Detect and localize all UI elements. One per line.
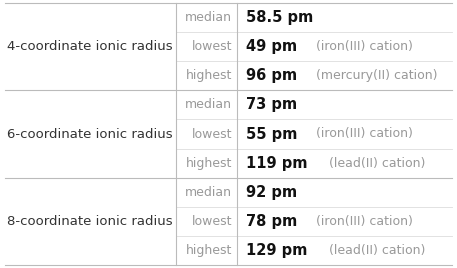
Text: 49 pm: 49 pm (245, 39, 297, 54)
Text: (mercury(II) cation): (mercury(II) cation) (315, 69, 437, 82)
Text: 8-coordinate ionic radius: 8-coordinate ionic radius (7, 215, 173, 228)
Text: 6-coordinate ionic radius: 6-coordinate ionic radius (7, 128, 173, 140)
Text: 129 pm: 129 pm (245, 243, 307, 258)
Text: 73 pm: 73 pm (245, 97, 297, 112)
Text: (iron(III) cation): (iron(III) cation) (316, 215, 413, 228)
Text: lowest: lowest (191, 128, 232, 140)
Text: highest: highest (186, 244, 232, 257)
Text: (lead(II) cation): (lead(II) cation) (329, 244, 425, 257)
Text: 96 pm: 96 pm (245, 68, 297, 83)
Text: (iron(III) cation): (iron(III) cation) (315, 40, 412, 53)
Text: median: median (185, 11, 232, 24)
Text: median: median (185, 186, 232, 199)
Text: 78 pm: 78 pm (245, 214, 297, 229)
Text: lowest: lowest (191, 215, 232, 228)
Text: highest: highest (186, 69, 232, 82)
Text: 4-coordinate ionic radius: 4-coordinate ionic radius (7, 40, 173, 53)
Text: 55 pm: 55 pm (245, 126, 297, 142)
Text: 119 pm: 119 pm (245, 156, 307, 171)
Text: median: median (185, 98, 232, 111)
Text: 58.5 pm: 58.5 pm (245, 10, 313, 25)
Text: 92 pm: 92 pm (245, 185, 297, 200)
Text: lowest: lowest (191, 40, 232, 53)
Text: (lead(II) cation): (lead(II) cation) (329, 157, 425, 170)
Text: highest: highest (186, 157, 232, 170)
Text: (iron(III) cation): (iron(III) cation) (316, 128, 413, 140)
